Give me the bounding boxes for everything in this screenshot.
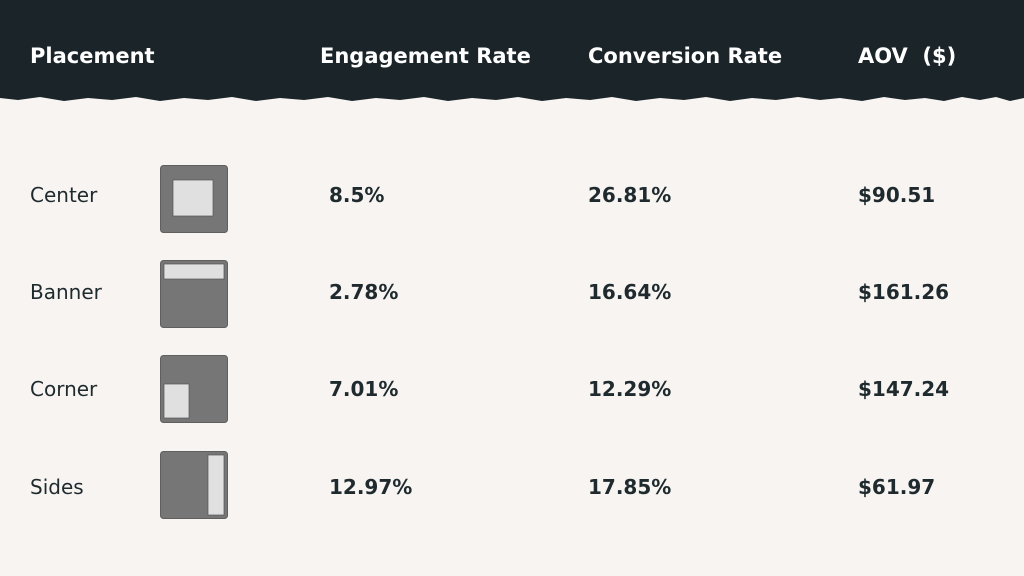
placement-label: Center xyxy=(30,183,98,207)
metric-value: 7.01% xyxy=(329,377,399,401)
metric-value: 2.78% xyxy=(329,280,399,304)
metric-value: $61.97 xyxy=(858,475,936,499)
metric-value: 26.81% xyxy=(588,183,672,207)
header-cell: Conversion Rate xyxy=(588,44,783,68)
placement-label: Banner xyxy=(30,280,102,304)
metric-value: 12.97% xyxy=(329,475,413,499)
placement-icon xyxy=(160,451,228,519)
placement-label: Sides xyxy=(30,475,84,499)
metric-value: $147.24 xyxy=(858,377,950,401)
metric-value: 12.29% xyxy=(588,377,672,401)
metric-value: $161.26 xyxy=(858,280,950,304)
header-band xyxy=(0,0,1024,101)
header-cell: AOV ($) xyxy=(858,44,957,68)
placement-icon xyxy=(160,165,228,233)
placement-icon xyxy=(160,260,228,328)
metric-value: 16.64% xyxy=(588,280,672,304)
placement-icon xyxy=(160,355,228,423)
header-cell: Placement xyxy=(30,44,155,68)
placement-label: Corner xyxy=(30,377,98,401)
metric-value: 8.5% xyxy=(329,183,385,207)
header-cell: Engagement Rate xyxy=(320,44,531,68)
metric-value: $90.51 xyxy=(858,183,936,207)
metric-value: 17.85% xyxy=(588,475,672,499)
